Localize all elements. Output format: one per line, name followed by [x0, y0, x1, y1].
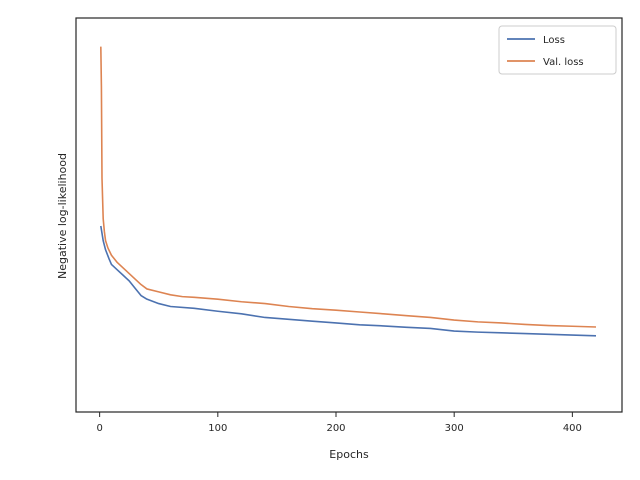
legend-label: Val. loss	[543, 57, 584, 68]
legend-label: Loss	[543, 35, 565, 46]
plot-background	[76, 18, 622, 412]
series-line-loss	[100, 225, 597, 337]
x-tick-label: 200	[326, 423, 345, 434]
y-axis-label: Negative log-likelihood	[56, 153, 69, 279]
x-axis-label: Epochs	[329, 448, 369, 461]
series-line-val-loss	[100, 46, 597, 328]
x-tick-label: 100	[208, 423, 227, 434]
legend-box	[498, 25, 617, 75]
plot-frame	[75, 17, 623, 413]
x-tick-label: 300	[445, 423, 464, 434]
x-ticks: 0 100 200 300 400	[96, 412, 582, 434]
series-layer	[100, 46, 597, 337]
x-tick-label: 0	[96, 423, 102, 434]
legend: Loss Val. loss	[498, 25, 617, 75]
x-tick-label: 400	[563, 423, 582, 434]
